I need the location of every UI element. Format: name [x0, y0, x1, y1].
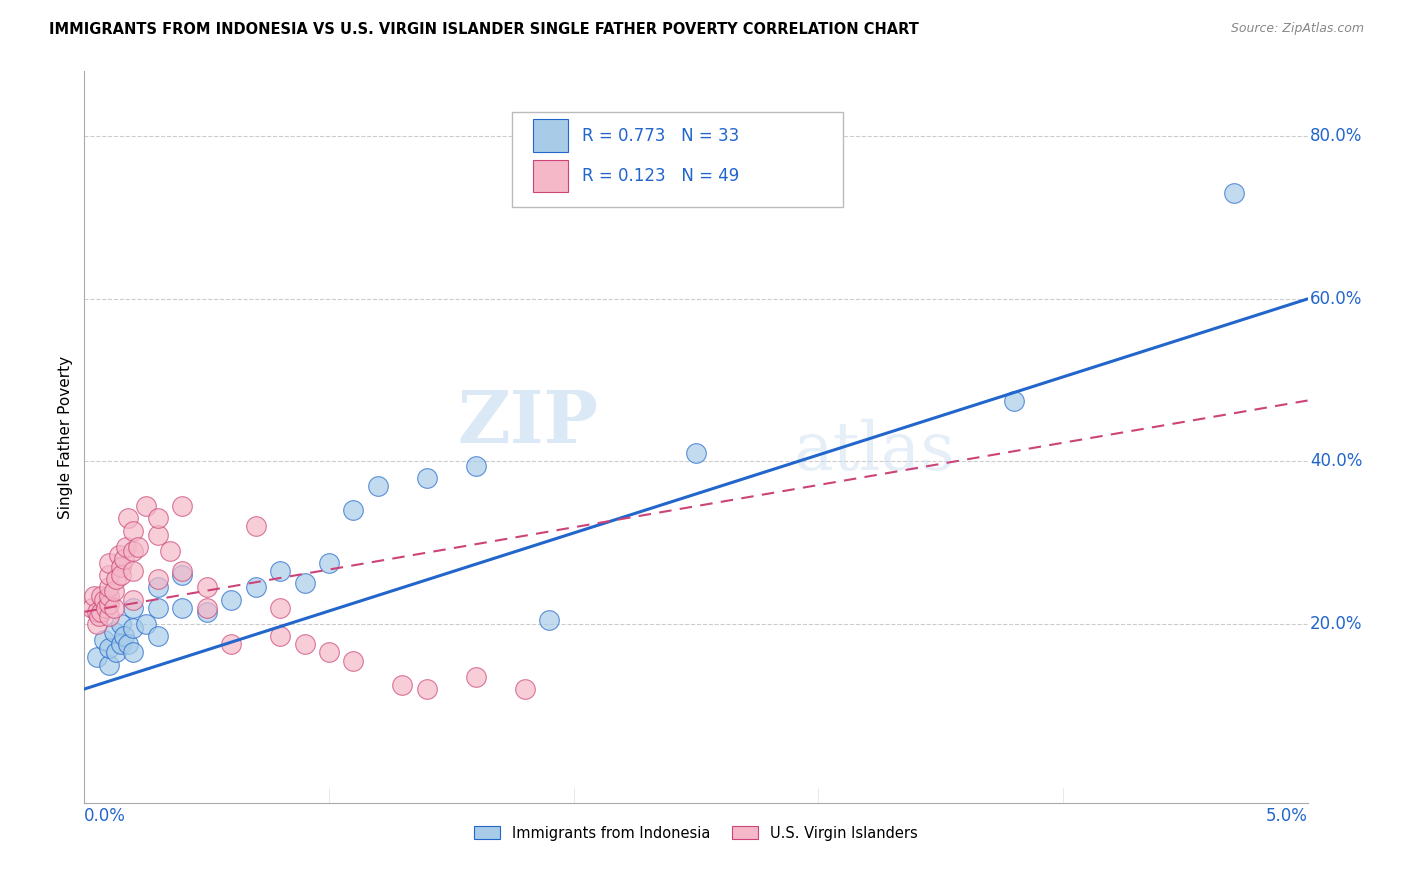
- Point: [172, 499, 194, 513]
- Bar: [533, 120, 568, 153]
- Point: [172, 600, 194, 615]
- Text: R = 0.773   N = 33: R = 0.773 N = 33: [582, 127, 740, 145]
- Point: [110, 560, 132, 574]
- FancyBboxPatch shape: [513, 112, 842, 207]
- Point: [513, 681, 536, 696]
- Point: [87, 608, 110, 623]
- Point: [219, 637, 242, 651]
- Point: [97, 589, 120, 603]
- Point: [97, 556, 120, 570]
- Point: [318, 645, 340, 659]
- Point: [464, 458, 486, 473]
- Text: 80.0%: 80.0%: [1310, 128, 1362, 145]
- Point: [122, 592, 145, 607]
- Point: [146, 581, 169, 595]
- Point: [172, 568, 194, 582]
- Point: [103, 600, 125, 615]
- Point: [1223, 186, 1246, 201]
- Point: [122, 564, 145, 578]
- Point: [159, 544, 181, 558]
- Point: [103, 625, 125, 640]
- Point: [146, 572, 169, 586]
- Point: [146, 629, 169, 643]
- Point: [269, 600, 291, 615]
- Point: [146, 527, 169, 541]
- Point: [342, 503, 364, 517]
- Point: [195, 581, 218, 595]
- Text: 0.0%: 0.0%: [84, 807, 127, 825]
- Point: [146, 511, 169, 525]
- Text: ZIP: ZIP: [457, 387, 598, 458]
- Point: [391, 678, 413, 692]
- Text: IMMIGRANTS FROM INDONESIA VS U.S. VIRGIN ISLANDER SINGLE FATHER POVERTY CORRELAT: IMMIGRANTS FROM INDONESIA VS U.S. VIRGIN…: [49, 22, 920, 37]
- Point: [122, 524, 145, 538]
- Point: [269, 629, 291, 643]
- Point: [122, 544, 145, 558]
- Legend: Immigrants from Indonesia, U.S. Virgin Islanders: Immigrants from Indonesia, U.S. Virgin I…: [468, 820, 924, 847]
- Point: [90, 589, 112, 603]
- Point: [416, 681, 439, 696]
- Point: [294, 637, 316, 651]
- Text: Source: ZipAtlas.com: Source: ZipAtlas.com: [1230, 22, 1364, 36]
- Point: [105, 572, 128, 586]
- Point: [110, 568, 132, 582]
- Point: [122, 621, 145, 635]
- Point: [80, 600, 103, 615]
- Point: [103, 584, 125, 599]
- Point: [86, 617, 108, 632]
- Text: atlas: atlas: [794, 419, 955, 484]
- Point: [97, 581, 120, 595]
- Point: [86, 605, 108, 619]
- Point: [97, 568, 120, 582]
- Point: [112, 629, 135, 643]
- Point: [269, 564, 291, 578]
- Point: [416, 471, 439, 485]
- Point: [1002, 393, 1025, 408]
- Point: [135, 617, 157, 632]
- Text: 5.0%: 5.0%: [1265, 807, 1308, 825]
- Point: [318, 556, 340, 570]
- Text: 20.0%: 20.0%: [1310, 615, 1362, 633]
- Point: [96, 600, 118, 615]
- Point: [97, 657, 120, 672]
- Point: [110, 617, 132, 632]
- Point: [245, 519, 267, 533]
- Point: [342, 654, 364, 668]
- Bar: [533, 160, 568, 193]
- Point: [86, 649, 108, 664]
- Point: [464, 670, 486, 684]
- Point: [97, 597, 120, 611]
- Point: [538, 613, 561, 627]
- Point: [97, 608, 120, 623]
- Point: [294, 576, 316, 591]
- Y-axis label: Single Father Poverty: Single Father Poverty: [58, 356, 73, 518]
- Point: [127, 540, 149, 554]
- Point: [97, 641, 120, 656]
- Point: [90, 605, 112, 619]
- Point: [93, 592, 115, 607]
- Point: [195, 600, 218, 615]
- Point: [110, 637, 132, 651]
- Text: 60.0%: 60.0%: [1310, 290, 1362, 308]
- Point: [107, 548, 129, 562]
- Point: [219, 592, 242, 607]
- Point: [83, 589, 105, 603]
- Text: 40.0%: 40.0%: [1310, 452, 1362, 470]
- Point: [135, 499, 157, 513]
- Point: [195, 605, 218, 619]
- Point: [685, 446, 707, 460]
- Point: [122, 600, 145, 615]
- Point: [112, 552, 135, 566]
- Point: [245, 581, 267, 595]
- Point: [367, 479, 389, 493]
- Point: [93, 633, 115, 648]
- Point: [117, 637, 139, 651]
- Point: [122, 645, 145, 659]
- Point: [115, 540, 138, 554]
- Point: [172, 564, 194, 578]
- Point: [117, 511, 139, 525]
- Point: [105, 645, 128, 659]
- Point: [146, 600, 169, 615]
- Text: R = 0.123   N = 49: R = 0.123 N = 49: [582, 167, 740, 185]
